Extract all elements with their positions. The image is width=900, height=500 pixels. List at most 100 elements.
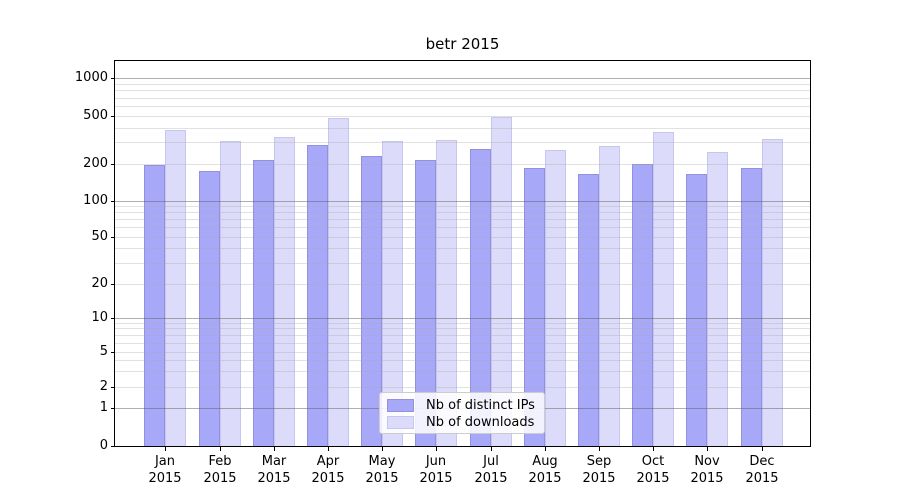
gridline-major — [115, 318, 810, 319]
x-tick-label: Mar 2015 — [247, 453, 301, 487]
gridline-minor — [115, 323, 810, 324]
x-tick-mark — [382, 447, 383, 451]
y-tick-mark — [111, 164, 115, 165]
bar-distinct-ips-apr — [307, 145, 328, 446]
x-tick-label: Jun 2015 — [409, 453, 463, 487]
bar-downloads-feb — [220, 141, 241, 446]
x-tick-year: 2015 — [148, 471, 182, 486]
bar-downloads-jan — [165, 130, 186, 446]
x-tick-month: Mar — [261, 454, 287, 469]
x-tick-label: Oct 2015 — [626, 453, 680, 487]
x-tick-month: Dec — [749, 454, 775, 469]
bar-distinct-ips-feb — [199, 171, 220, 446]
gridline-minor — [115, 128, 810, 129]
x-tick-label: Jul 2015 — [464, 453, 518, 487]
x-tick-year: 2015 — [474, 471, 508, 486]
x-tick-label: Nov 2015 — [680, 453, 734, 487]
gridline-minor — [115, 360, 810, 361]
legend-swatch-distinct-ips — [387, 399, 414, 412]
x-tick-label: Apr 2015 — [301, 453, 355, 487]
gridline-minor — [115, 387, 810, 388]
x-tick-year: 2015 — [257, 471, 291, 486]
x-tick-mark — [653, 447, 654, 451]
y-tick-label: 200 — [83, 156, 108, 171]
bar-distinct-ips-jun — [415, 160, 436, 446]
y-tick-label: 500 — [83, 108, 108, 123]
legend-item: Nb of downloads — [387, 414, 544, 431]
gridline-minor — [115, 227, 810, 228]
x-tick-mark — [436, 447, 437, 451]
x-tick-label: Jan 2015 — [138, 453, 192, 487]
y-tick-label: 1000 — [74, 70, 108, 85]
x-tick-year: 2015 — [582, 471, 616, 486]
bar-distinct-ips-sep — [578, 174, 599, 446]
gridline-major — [115, 201, 810, 202]
bar-distinct-ips-oct — [632, 164, 653, 446]
x-tick-mark — [328, 447, 329, 451]
plot-area — [114, 60, 811, 447]
y-tick-label: 2 — [99, 379, 108, 394]
y-tick-mark — [111, 201, 115, 202]
gridline-minor — [115, 335, 810, 336]
bar-distinct-ips-jul — [470, 149, 491, 446]
x-tick-month: Oct — [641, 454, 665, 469]
bar-downloads-dec — [762, 139, 783, 446]
y-tick-mark — [111, 352, 115, 353]
bar-distinct-ips-mar — [253, 160, 274, 446]
gridline-minor — [115, 164, 810, 165]
x-tick-year: 2015 — [690, 471, 724, 486]
y-tick-label: 100 — [83, 193, 108, 208]
gridline-minor — [115, 212, 810, 213]
gridline-minor — [115, 84, 810, 85]
x-tick-month: Apr — [316, 454, 340, 469]
y-tick-label: 0 — [99, 438, 108, 453]
bar-distinct-ips-dec — [741, 168, 762, 446]
y-tick-mark — [111, 318, 115, 319]
bar-distinct-ips-nov — [686, 174, 707, 446]
bar-downloads-jul — [491, 117, 512, 446]
chart-title: betr 2015 — [425, 35, 500, 53]
x-tick-month: Jun — [425, 454, 447, 469]
bar-distinct-ips-aug — [524, 168, 545, 446]
x-tick-mark — [491, 447, 492, 451]
x-tick-month: May — [368, 454, 396, 469]
y-tick-label: 1 — [99, 400, 108, 415]
y-tick-mark — [111, 284, 115, 285]
x-tick-label: May 2015 — [355, 453, 409, 487]
bar-downloads-jun — [436, 140, 457, 446]
x-tick-year: 2015 — [528, 471, 562, 486]
legend-label: Nb of distinct IPs — [426, 398, 535, 413]
x-tick-year: 2015 — [745, 471, 779, 486]
x-tick-mark — [599, 447, 600, 451]
bar-distinct-ips-jan — [144, 165, 165, 446]
x-tick-year: 2015 — [636, 471, 670, 486]
x-tick-year: 2015 — [419, 471, 453, 486]
x-tick-label: Sep 2015 — [572, 453, 626, 487]
bar-distinct-ips-may — [361, 156, 382, 446]
gridline-minor — [115, 237, 810, 238]
legend-label: Nb of downloads — [426, 415, 535, 430]
x-tick-year: 2015 — [365, 471, 399, 486]
bar-downloads-aug — [545, 150, 566, 446]
gridline-major — [115, 78, 810, 79]
gridline-minor — [115, 98, 810, 99]
gridline-minor — [115, 328, 810, 329]
gridline-minor — [115, 219, 810, 220]
y-tick-label: 5 — [99, 344, 108, 359]
legend-swatch-downloads — [387, 416, 414, 429]
y-tick-mark — [111, 78, 115, 79]
gridline-minor — [115, 106, 810, 107]
x-tick-month: Aug — [532, 454, 558, 469]
x-tick-month: Nov — [694, 454, 720, 469]
bar-downloads-may — [382, 141, 403, 446]
gridline-minor — [115, 206, 810, 207]
x-tick-mark — [220, 447, 221, 451]
bar-downloads-oct — [653, 132, 674, 446]
x-tick-label: Feb 2015 — [193, 453, 247, 487]
x-tick-mark — [545, 447, 546, 451]
x-tick-mark — [762, 447, 763, 451]
gridline-minor — [115, 116, 810, 117]
y-tick-mark — [111, 408, 115, 409]
x-tick-mark — [274, 447, 275, 451]
